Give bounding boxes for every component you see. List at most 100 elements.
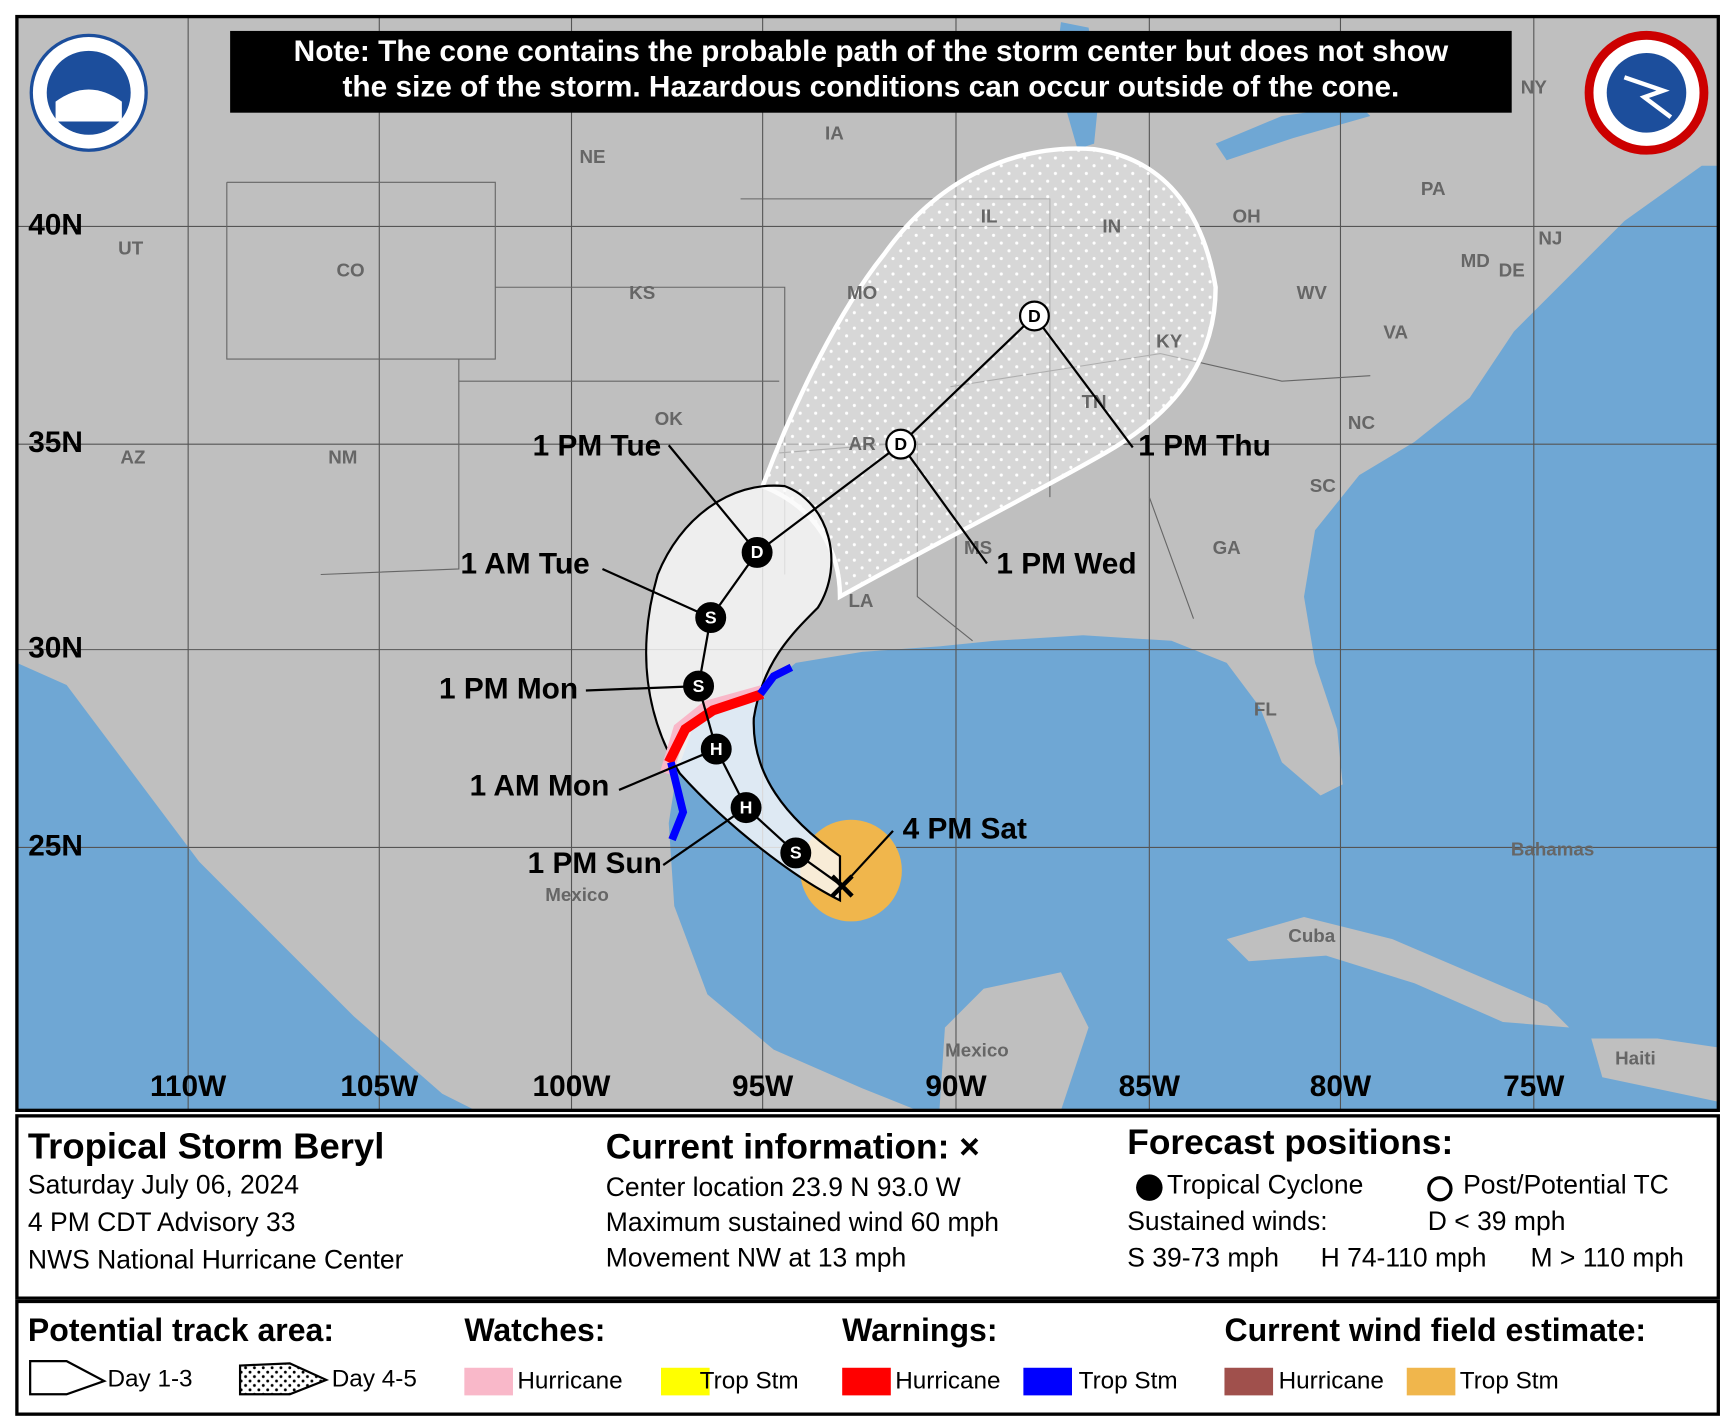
swatch	[1023, 1367, 1072, 1396]
info-text: Tropical Cyclone	[1167, 1170, 1363, 1200]
point-symbol: D	[894, 434, 907, 454]
info-text: Maximum sustained wind 60 mph	[606, 1207, 999, 1237]
region-label: IA	[825, 123, 844, 144]
region-label: AR	[849, 433, 877, 454]
info-text: Watches:	[464, 1312, 605, 1348]
leader	[618, 748, 717, 791]
border	[226, 181, 496, 360]
day13-icon	[29, 1360, 107, 1396]
border	[1148, 496, 1195, 619]
region-label: GA	[1213, 537, 1242, 558]
info-text: 4 PM CDT Advisory 33	[28, 1207, 296, 1237]
info-text: Center location 23.9 N 93.0 W	[606, 1172, 961, 1202]
region-label: PA	[1421, 178, 1446, 199]
forecast-point	[683, 670, 715, 702]
forecast-point	[780, 837, 812, 869]
info-text: Saturday July 06, 2024	[28, 1170, 299, 1200]
region-label: MO	[847, 282, 877, 303]
lon-label: 95W	[732, 1070, 794, 1103]
info-text: Trop Stm	[700, 1368, 799, 1395]
region-label: NY	[1521, 76, 1548, 97]
info-text: H 74-110 mph	[1321, 1242, 1487, 1272]
region-label: IL	[981, 206, 998, 227]
open-symbol	[1427, 1176, 1453, 1202]
region-label: FL	[1254, 698, 1277, 719]
lon-label: 75W	[1503, 1070, 1565, 1103]
info-text: Trop Stm	[1079, 1368, 1178, 1395]
lon-label: 100W	[533, 1070, 612, 1103]
info-text: M > 110 mph	[1530, 1242, 1683, 1272]
time-label: 1 PM Mon	[439, 672, 578, 705]
region-label: LA	[848, 590, 873, 611]
region-label: VA	[1383, 322, 1408, 343]
point-symbol: H	[740, 797, 753, 817]
swatch	[1406, 1367, 1456, 1396]
swatch	[842, 1367, 891, 1396]
region-label: OK	[655, 408, 684, 429]
region-label: Mexico	[945, 1040, 1009, 1061]
lake-erie	[1215, 104, 1371, 161]
forecast-point	[741, 536, 773, 568]
info-text: NWS National Hurricane Center	[28, 1245, 404, 1275]
info-text: Warnings:	[842, 1312, 997, 1348]
info-panel	[15, 1114, 1720, 1300]
info-text: Sustained winds:	[1127, 1206, 1327, 1236]
time-label: 1 PM Tue	[533, 429, 662, 462]
info-text: Trop Stm	[1460, 1368, 1559, 1395]
swatch	[464, 1367, 513, 1396]
region-label: AZ	[120, 446, 145, 467]
forecast-point	[885, 428, 917, 460]
info-text: Movement NW at 13 mph	[606, 1242, 906, 1272]
lat-label: 25N	[28, 829, 83, 862]
nws-logo	[1584, 30, 1709, 155]
note-line: Note: The cone contains the probable pat…	[294, 35, 1449, 68]
point-symbol: D	[1028, 306, 1041, 326]
info-text: Hurricane	[517, 1368, 622, 1395]
point-symbol: S	[790, 843, 802, 863]
current-x	[830, 874, 854, 898]
border	[320, 359, 460, 576]
region-label: WV	[1297, 282, 1328, 303]
note-box	[230, 30, 1512, 113]
lat-label: 30N	[28, 632, 83, 665]
time-label: 1 AM Tue	[461, 548, 590, 581]
lon-label: 85W	[1119, 1070, 1181, 1103]
map: UT CO NE IA KS MO IL IN OH PA NY WV VA KY TN NC SC GA MS AR…	[16, 16, 1719, 1111]
region-label: NM	[328, 446, 357, 467]
region-label: IN	[1102, 216, 1121, 237]
info-text: Post/Potential TC	[1463, 1170, 1669, 1200]
region-label: NJ	[1538, 228, 1562, 249]
time-label: 1 AM Mon	[470, 770, 610, 803]
info-text: Day 4-5	[332, 1365, 417, 1392]
warning-trop-stm	[757, 663, 794, 697]
region-label: MS	[964, 537, 992, 558]
swatch	[1224, 1367, 1274, 1396]
info-text: D < 39 mph	[1428, 1206, 1566, 1236]
leader	[899, 443, 988, 565]
yucatan	[939, 972, 1089, 1111]
leader	[601, 567, 712, 619]
info-text: Forecast positions:	[1127, 1123, 1453, 1162]
forecast-point	[730, 792, 762, 824]
filled-symbol	[1136, 1174, 1163, 1201]
region-label: DE	[1499, 260, 1525, 281]
leader	[662, 806, 747, 866]
info-text: Day 1-3	[107, 1365, 192, 1392]
info-text: Tropical Storm Beryl	[28, 1126, 384, 1167]
warning-hurricane	[664, 689, 765, 765]
info-text: Hurricane	[895, 1368, 1000, 1395]
day45-icon	[238, 1362, 330, 1396]
point-symbol: H	[710, 739, 723, 759]
region-label: CO	[336, 260, 364, 281]
forecast-point	[695, 602, 727, 634]
point-symbol: D	[751, 542, 764, 562]
leader	[585, 684, 699, 692]
time-label: 4 PM Sat	[903, 813, 1027, 846]
map-frame	[15, 14, 1720, 1112]
time-label: 1 PM Wed	[996, 548, 1136, 581]
lon-label: 80W	[1310, 1070, 1372, 1103]
region-label: TN	[1082, 391, 1107, 412]
point-symbol: S	[693, 676, 705, 696]
